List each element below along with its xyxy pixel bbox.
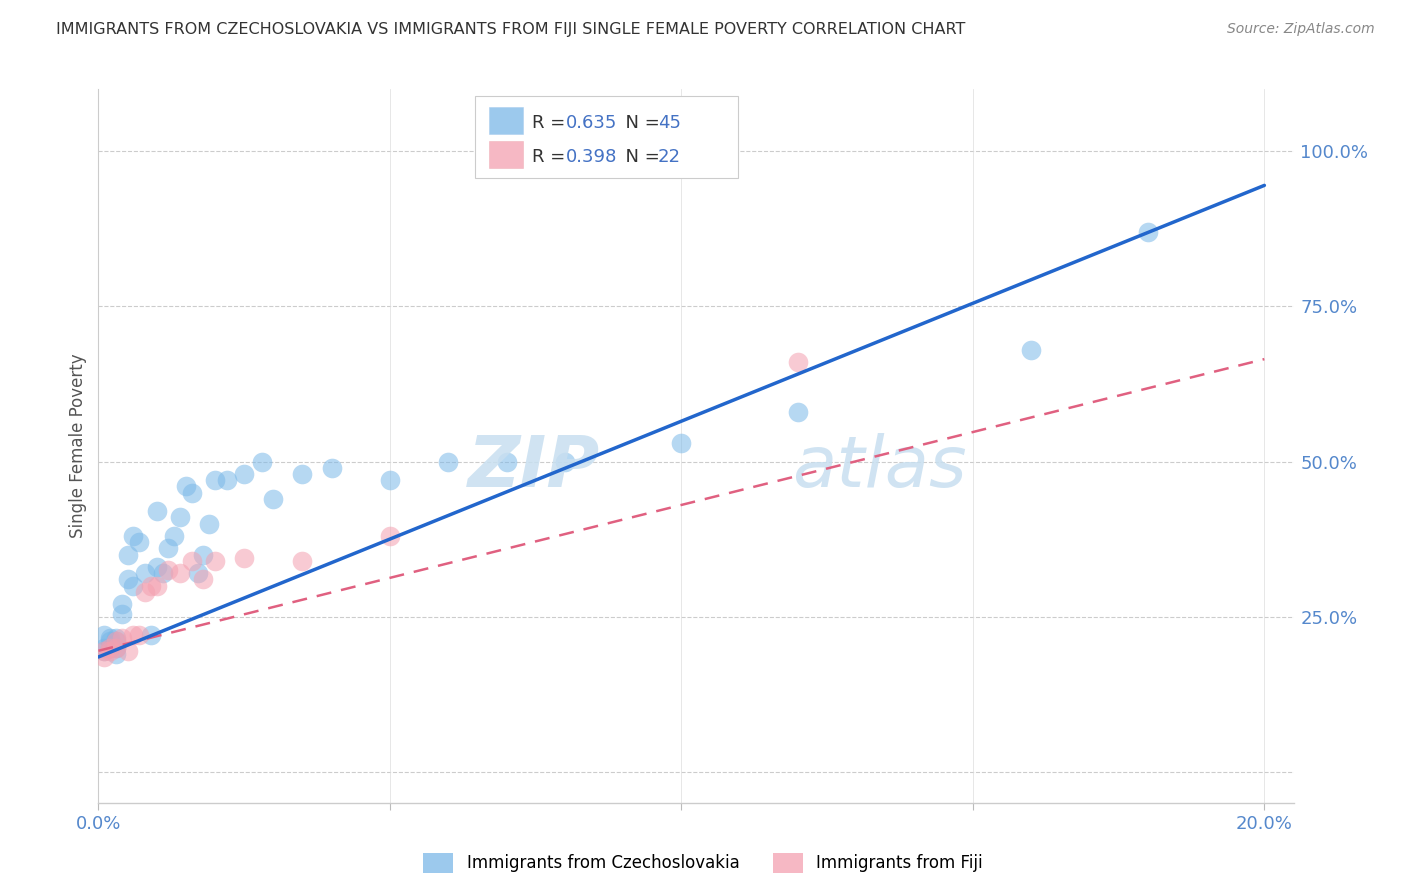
Point (250, 454, 273, 468)
Point (233, 550, 256, 565)
Text: R =: R = (533, 148, 571, 166)
Point (145, 579, 167, 593)
Point (93, 650, 115, 665)
Text: IMMIGRANTS FROM CZECHOSLOVAKIA VS IMMIGRANTS FROM FIJI SINGLE FEMALE POVERTY COR: IMMIGRANTS FROM CZECHOSLOVAKIA VS IMMIGR… (56, 22, 966, 37)
Point (291, 467, 314, 481)
Point (233, 467, 256, 481)
Point (93, 644, 115, 658)
Text: N =: N = (613, 148, 665, 166)
Point (117, 573, 139, 587)
Point (98, 640, 121, 655)
Point (104, 640, 127, 655)
FancyBboxPatch shape (489, 141, 523, 168)
Point (169, 566, 191, 581)
Point (139, 579, 162, 593)
Point (145, 504, 167, 518)
Point (128, 535, 150, 549)
Point (122, 579, 145, 593)
Legend: Immigrants from Czechoslovakia, Immigrants from Fiji: Immigrants from Czechoslovakia, Immigran… (416, 847, 990, 880)
Point (98, 640, 121, 655)
Point (134, 566, 156, 581)
Text: 22: 22 (658, 148, 681, 166)
Text: N =: N = (613, 114, 665, 132)
Point (117, 548, 139, 562)
Point (180, 485, 202, 500)
Point (198, 516, 221, 531)
Point (152, 566, 174, 581)
Text: ZIP: ZIP (468, 433, 600, 502)
Point (104, 634, 127, 648)
Text: 0.635: 0.635 (565, 114, 617, 132)
Point (104, 647, 127, 661)
Point (111, 597, 134, 611)
Point (134, 584, 156, 599)
Point (495, 454, 517, 468)
Point (321, 460, 343, 475)
Point (93, 640, 115, 655)
Point (671, 436, 693, 450)
Point (98, 644, 121, 658)
FancyBboxPatch shape (475, 96, 738, 178)
Point (93, 644, 115, 658)
Point (378, 529, 401, 543)
Point (117, 644, 139, 658)
Point (98, 634, 121, 648)
Point (437, 454, 460, 468)
Point (111, 632, 134, 646)
FancyBboxPatch shape (489, 107, 523, 134)
Text: R =: R = (533, 114, 571, 132)
Point (139, 628, 162, 642)
Text: 0.398: 0.398 (565, 148, 617, 166)
Point (204, 554, 226, 568)
Point (98, 632, 121, 646)
Point (169, 510, 191, 524)
Text: 45: 45 (658, 114, 681, 132)
Point (215, 473, 238, 487)
Text: atlas: atlas (792, 433, 966, 502)
Point (378, 473, 401, 487)
Point (104, 634, 127, 648)
Point (1136, 225, 1159, 239)
Point (163, 529, 186, 543)
Point (262, 491, 284, 506)
Point (174, 479, 197, 493)
Point (122, 529, 145, 543)
Point (193, 573, 215, 587)
Point (93, 628, 115, 642)
Point (122, 628, 145, 642)
Point (787, 355, 810, 369)
Point (204, 473, 226, 487)
Point (157, 563, 180, 577)
Y-axis label: Single Female Poverty: Single Female Poverty (69, 354, 87, 538)
Point (157, 541, 180, 556)
Point (554, 454, 576, 468)
Point (291, 554, 314, 568)
Point (193, 548, 215, 562)
Point (1019, 343, 1042, 357)
Point (104, 632, 127, 646)
Point (145, 560, 167, 574)
Point (111, 607, 134, 621)
Point (186, 566, 208, 581)
Point (104, 640, 127, 655)
Point (787, 405, 810, 419)
Point (128, 628, 150, 642)
Point (180, 554, 202, 568)
Text: Source: ZipAtlas.com: Source: ZipAtlas.com (1227, 22, 1375, 37)
